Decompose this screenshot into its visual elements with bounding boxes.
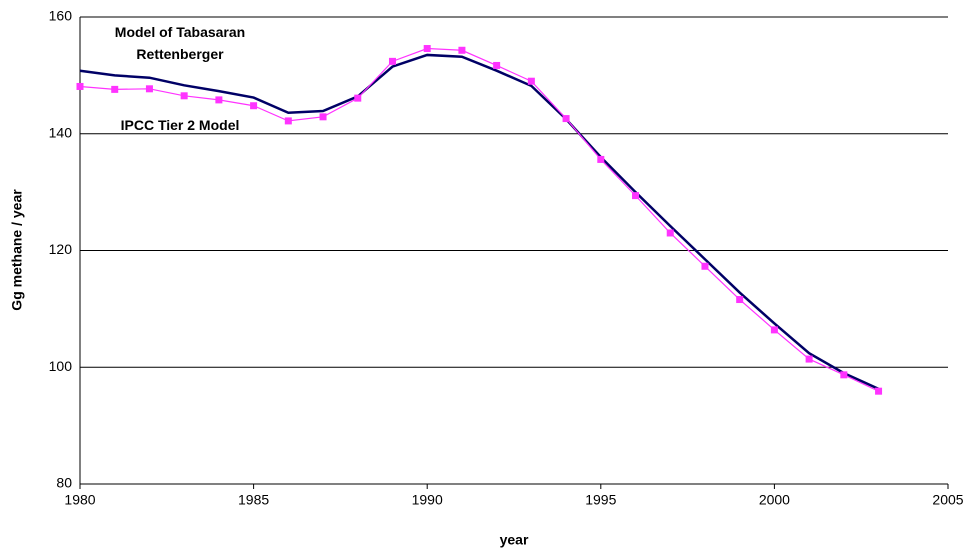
point-marker <box>180 92 188 100</box>
x-tick-label: 1995 <box>585 492 616 508</box>
point-marker <box>736 296 744 304</box>
x-tick-label: 2005 <box>932 492 963 508</box>
point-marker <box>562 115 570 123</box>
point-marker <box>423 45 431 53</box>
point-marker <box>805 355 813 363</box>
point-marker <box>76 82 84 90</box>
point-marker <box>354 94 362 102</box>
series-label: IPCC Tier 2 Model <box>120 117 240 133</box>
point-marker <box>632 192 640 200</box>
point-marker <box>388 57 396 65</box>
point-marker <box>770 326 778 334</box>
x-tick-label: 1985 <box>238 492 269 508</box>
point-marker <box>493 61 501 69</box>
x-axis-label: year <box>500 532 529 548</box>
series-line <box>79 53 880 390</box>
point-marker <box>250 102 258 110</box>
point-marker <box>840 371 848 379</box>
x-tick-label: 1990 <box>412 492 443 508</box>
point-marker <box>319 113 327 121</box>
y-tick-label: 160 <box>49 8 73 24</box>
point-marker <box>597 155 605 163</box>
x-tick-label: 2000 <box>759 492 790 508</box>
point-marker <box>875 387 883 395</box>
series-label: Model of Tabasaran Rettenberger <box>114 24 246 62</box>
point-marker <box>111 85 119 93</box>
series-line <box>79 47 879 392</box>
y-tick-label: 80 <box>56 475 72 491</box>
point-marker <box>215 96 223 104</box>
point-marker <box>527 77 535 85</box>
x-tick-label: 1980 <box>64 492 95 508</box>
point-marker <box>284 117 292 125</box>
y-tick-label: 140 <box>49 124 73 140</box>
point-marker <box>145 85 153 93</box>
point-marker <box>458 46 466 54</box>
y-tick-label: 120 <box>49 241 73 257</box>
y-axis-label: Gg methane / year <box>9 189 25 311</box>
point-marker <box>701 262 709 270</box>
point-marker <box>666 229 674 237</box>
y-tick-label: 100 <box>49 358 73 374</box>
